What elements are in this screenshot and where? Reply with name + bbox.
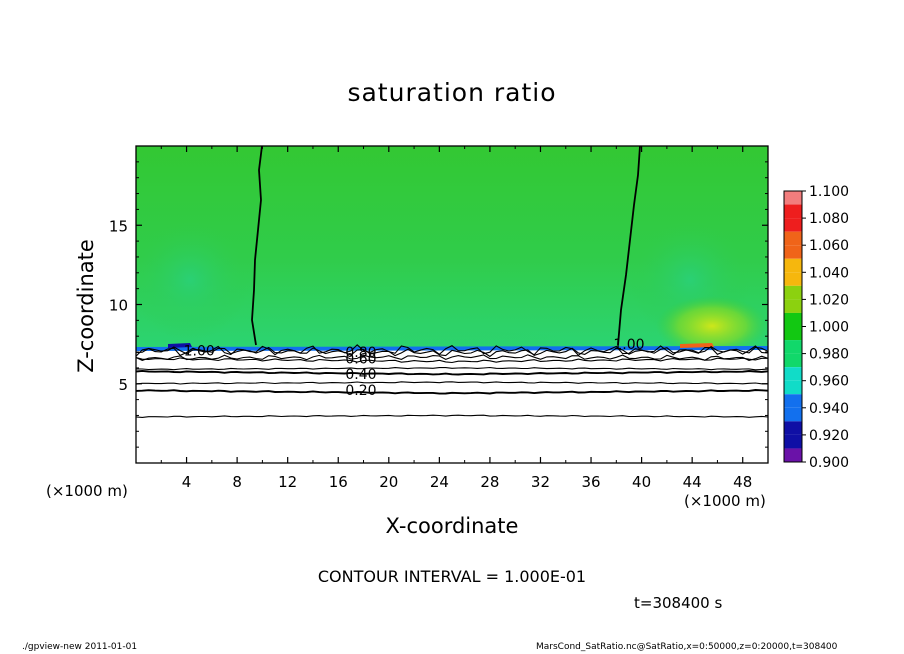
x-tick-label: 40 xyxy=(632,473,651,491)
colorbar-swatch xyxy=(784,421,802,435)
colorbar-swatch xyxy=(784,394,802,408)
colorbar-swatch xyxy=(784,231,802,246)
x-tick-label: 28 xyxy=(480,473,499,491)
colorbar-swatch xyxy=(784,326,802,341)
colorbar-label: 1.100 xyxy=(809,184,849,200)
chart-title: saturation ratio xyxy=(347,78,557,107)
x-unit-left: (×1000 m) xyxy=(46,482,128,500)
y-axis-label: Z-coordinate xyxy=(74,239,98,373)
contour-line xyxy=(136,346,768,358)
colorbar-swatch xyxy=(784,245,802,259)
x-tick-label: 8 xyxy=(232,473,242,491)
contour-label-group: 0.200.400.600.80 1.00 1.00 xyxy=(184,337,645,399)
x-tick-label: 36 xyxy=(581,473,600,491)
footer-right: MarsCond_SatRatio.nc@SatRatio,x=0:50000,… xyxy=(536,642,838,652)
x-tick-label: 48 xyxy=(733,473,752,491)
colorbar-label: 0.900 xyxy=(809,455,849,471)
colorbar-swatch xyxy=(784,258,802,273)
colorbar-swatch xyxy=(784,380,802,395)
x-unit-right: (×1000 m) xyxy=(684,492,766,510)
contour-lines xyxy=(136,344,768,418)
contour-line xyxy=(136,344,768,357)
contour-interval-note: CONTOUR INTERVAL = 1.000E-01 xyxy=(317,567,587,586)
x-tick-label: 4 xyxy=(182,473,192,491)
x-tick-label: 24 xyxy=(430,473,449,491)
contour-line xyxy=(136,366,768,371)
contour-line xyxy=(136,356,768,364)
colorbar-swatch xyxy=(784,285,802,300)
contour-label: 0.40 xyxy=(345,367,376,383)
colorbar-swatch xyxy=(784,434,802,449)
x-tick-label: 12 xyxy=(278,473,297,491)
supersat-patch-right xyxy=(680,343,714,348)
contour-line-right-1.00 xyxy=(617,146,641,346)
contour-label: 0.20 xyxy=(345,383,376,399)
colorbar-swatch xyxy=(784,340,802,354)
colorbar-label: 1.040 xyxy=(809,265,849,281)
y-tick-label: 10 xyxy=(109,297,128,315)
colorbar-label: 0.980 xyxy=(809,347,849,363)
contour-line xyxy=(136,354,768,361)
time-label: t=308400 s xyxy=(634,594,723,612)
contour-line xyxy=(136,389,768,395)
contour-label: 1.00 xyxy=(613,337,644,353)
contour-line xyxy=(136,414,768,418)
colorbar-swatch xyxy=(784,204,802,219)
dry-layer-fill xyxy=(136,348,768,463)
footer-left: ./gpview-new 2011-01-01 xyxy=(22,642,138,652)
colorbar: 1.100 1.080 1.060 1.040 1.020 1.000 0.980 0.960… xyxy=(783,184,849,471)
colorbar-label: 0.920 xyxy=(809,428,849,444)
x-tick-label: 44 xyxy=(683,473,702,491)
colorbar-swatch xyxy=(784,299,802,313)
colorbar-label: 1.000 xyxy=(809,320,849,336)
x-axis-label: X-coordinate xyxy=(385,514,519,538)
x-tick-label: 32 xyxy=(531,473,550,491)
colorbar-label: 1.080 xyxy=(809,211,849,227)
x-tick-label: 20 xyxy=(379,473,398,491)
colorbar-swatch xyxy=(784,367,802,381)
colorbar-label: 0.940 xyxy=(809,401,849,417)
contour-line xyxy=(136,369,768,376)
colorbar-swatch xyxy=(784,312,802,327)
contour-label: 1.00 xyxy=(184,343,215,359)
y-tick-label: 5 xyxy=(118,376,128,394)
colorbar-label: 1.020 xyxy=(809,292,849,308)
colorbar-swatch xyxy=(784,191,802,205)
colorbar-label: 1.060 xyxy=(809,238,849,254)
x-tick-label: 16 xyxy=(329,473,348,491)
colorbar-swatch xyxy=(784,353,802,368)
contour-line-left-1.00 xyxy=(251,146,263,346)
colorbar-swatch xyxy=(784,407,802,422)
colorbar-label: 0.960 xyxy=(809,374,849,390)
colorbar-swatch xyxy=(784,448,802,462)
y-tick-label: 15 xyxy=(109,217,128,235)
contour-label: 0.80 xyxy=(345,345,376,361)
colorbar-swatch xyxy=(784,218,802,232)
colorbar-swatch xyxy=(784,272,802,286)
contour-line xyxy=(136,381,768,385)
supersat-region-right xyxy=(656,296,768,356)
contour-label: 0.60 xyxy=(345,351,376,367)
teal-region-left xyxy=(136,220,250,340)
